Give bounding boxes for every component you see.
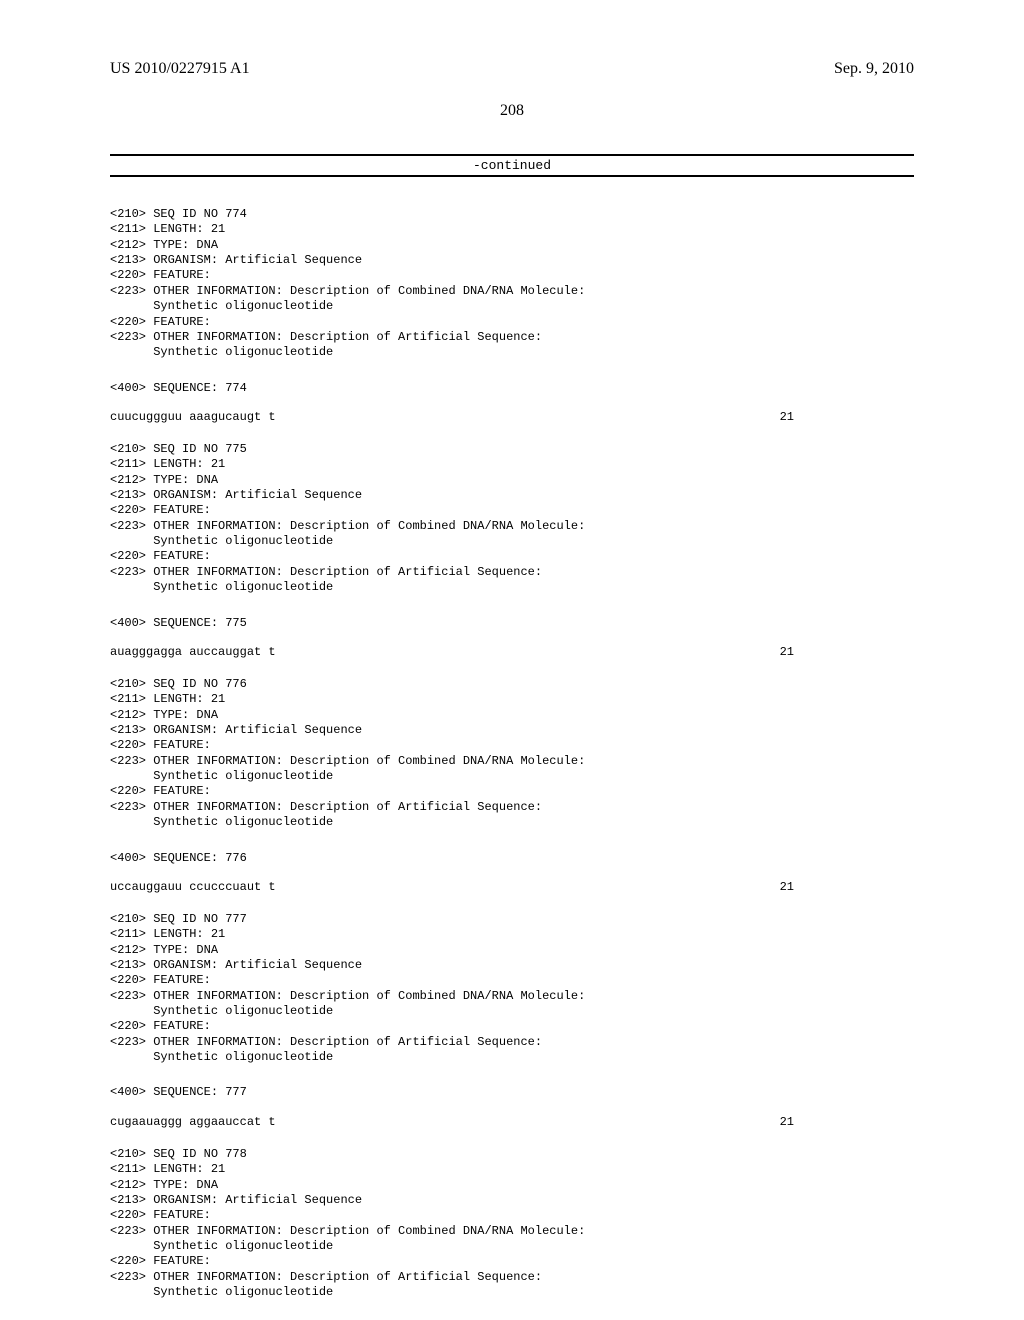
sequence-entry-header: <210> SEQ ID NO 774 <211> LENGTH: 21 <21… (110, 207, 914, 361)
sequence-text: cugaauaggg aggaauccat t (110, 1115, 276, 1129)
sequence-length-value: 21 (780, 645, 914, 659)
rule-bottom (110, 175, 914, 177)
rule-top (110, 154, 914, 156)
sequence-length-value: 21 (780, 410, 914, 424)
page-number: 208 (110, 102, 914, 120)
sequence-text: cuucuggguu aaagucaugt t (110, 410, 276, 424)
sequence-label: <400> SEQUENCE: 777 (110, 1085, 914, 1100)
sequence-row: cuucuggguu aaagucaugt t 21 (110, 410, 914, 424)
sequence-listing: <210> SEQ ID NO 774 <211> LENGTH: 21 <21… (110, 207, 914, 1300)
sequence-text: uccauggauu ccucccuaut t (110, 880, 276, 894)
publication-date: Sep. 9, 2010 (834, 60, 914, 78)
sequence-label: <400> SEQUENCE: 775 (110, 616, 914, 631)
sequence-entry-header: <210> SEQ ID NO 776 <211> LENGTH: 21 <21… (110, 677, 914, 831)
page-header: US 2010/0227915 A1 Sep. 9, 2010 (110, 60, 914, 78)
publication-number: US 2010/0227915 A1 (110, 60, 250, 78)
patent-page: US 2010/0227915 A1 Sep. 9, 2010 208 -con… (0, 0, 1024, 1320)
sequence-row: cugaauaggg aggaauccat t 21 (110, 1115, 914, 1129)
sequence-row: auagggagga auccauggat t 21 (110, 645, 914, 659)
sequence-entry-header: <210> SEQ ID NO 777 <211> LENGTH: 21 <21… (110, 912, 914, 1066)
sequence-label: <400> SEQUENCE: 776 (110, 851, 914, 866)
sequence-length-value: 21 (780, 1115, 914, 1129)
sequence-label: <400> SEQUENCE: 774 (110, 381, 914, 396)
sequence-entry-header: <210> SEQ ID NO 775 <211> LENGTH: 21 <21… (110, 442, 914, 596)
sequence-text: auagggagga auccauggat t (110, 645, 276, 659)
sequence-row: uccauggauu ccucccuaut t 21 (110, 880, 914, 894)
sequence-entry-header: <210> SEQ ID NO 778 <211> LENGTH: 21 <21… (110, 1147, 914, 1301)
sequence-length-value: 21 (780, 880, 914, 894)
continued-label: -continued (110, 158, 914, 173)
